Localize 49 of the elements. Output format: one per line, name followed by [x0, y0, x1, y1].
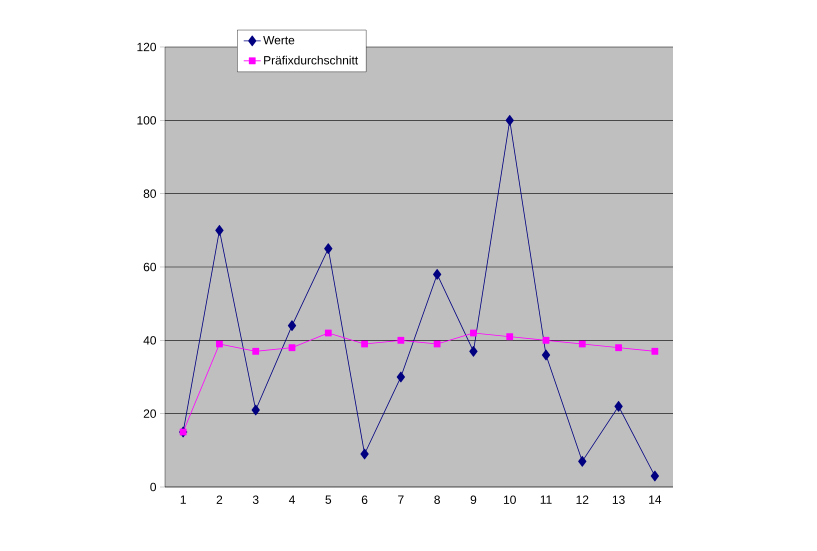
x-tick-label: 5 [325, 496, 332, 504]
point [433, 268, 442, 280]
point [578, 340, 586, 348]
y-tick-label: 40 [143, 336, 156, 345]
point [252, 404, 260, 416]
point [396, 372, 406, 382]
y-tick-label: 60 [144, 262, 156, 272]
y-tick-label: 20 [144, 409, 156, 418]
point [542, 336, 550, 344]
x-tick-label: 4 [288, 496, 295, 504]
x-tick-label: 12 [576, 496, 588, 504]
x-tick-label: 7 [398, 496, 404, 504]
x-tick-label: 1 [180, 496, 186, 504]
point [324, 243, 332, 254]
x-tick-label: 13 [612, 496, 625, 504]
point [470, 330, 477, 336]
point [288, 344, 296, 352]
point [469, 346, 478, 357]
y-tick-label: 0 [150, 482, 156, 492]
x-tick-label: 2 [216, 496, 222, 504]
y-tick-label: 100 [137, 116, 156, 125]
point [397, 336, 404, 344]
x-tick-label: 3 [252, 496, 259, 504]
point [650, 470, 660, 482]
point [288, 320, 296, 332]
point [360, 448, 369, 460]
point [506, 114, 514, 126]
point [542, 350, 550, 360]
legend-label: Präfixdurchschnitt [264, 56, 358, 65]
legend-label: Werte [263, 36, 294, 44]
point [651, 348, 658, 355]
point [361, 340, 368, 348]
point [506, 333, 514, 340]
x-tick-label: 9 [470, 496, 476, 504]
point [615, 344, 622, 352]
y-tick-label: 80 [144, 189, 156, 198]
point [434, 340, 441, 348]
point [614, 400, 623, 412]
point [252, 348, 260, 355]
x-tick-label: 8 [434, 496, 440, 504]
x-tick-label: 6 [362, 496, 368, 504]
x-tick-label: 10 [504, 496, 516, 504]
x-tick-label: 14 [649, 496, 662, 504]
point [216, 340, 223, 348]
point [324, 330, 332, 336]
point [578, 456, 586, 467]
y-tick-label: 120 [137, 42, 156, 52]
x-tick-label: 11 [540, 496, 552, 504]
point [215, 224, 224, 236]
